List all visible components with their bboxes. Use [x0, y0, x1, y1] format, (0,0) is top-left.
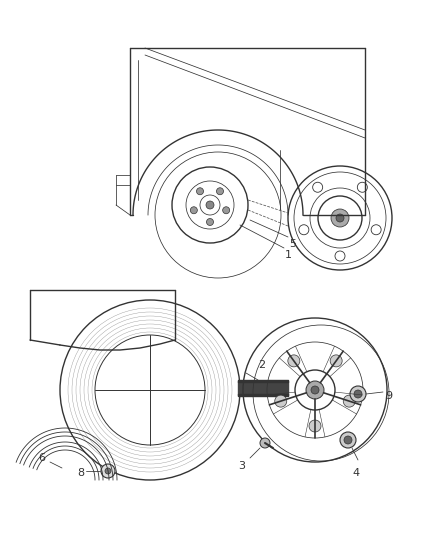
Circle shape	[350, 386, 366, 402]
Circle shape	[309, 420, 321, 432]
Text: 8: 8	[77, 468, 84, 478]
Text: 4: 4	[353, 468, 360, 478]
Circle shape	[311, 386, 319, 394]
Circle shape	[197, 188, 204, 195]
Circle shape	[306, 381, 324, 399]
Circle shape	[335, 251, 345, 261]
Circle shape	[206, 201, 214, 209]
Circle shape	[275, 395, 287, 407]
Circle shape	[105, 468, 111, 474]
Circle shape	[371, 225, 381, 235]
Text: 9: 9	[385, 391, 392, 401]
Circle shape	[357, 182, 367, 192]
Text: 6: 6	[38, 453, 45, 463]
Circle shape	[299, 225, 309, 235]
Circle shape	[206, 219, 213, 225]
Circle shape	[260, 438, 270, 448]
Circle shape	[330, 355, 342, 367]
Circle shape	[288, 355, 300, 367]
Circle shape	[331, 209, 349, 227]
Circle shape	[101, 464, 115, 478]
Circle shape	[354, 390, 362, 398]
Text: 1: 1	[285, 250, 292, 260]
Text: 3: 3	[238, 461, 245, 471]
Circle shape	[313, 182, 323, 192]
Circle shape	[216, 188, 223, 195]
Circle shape	[223, 207, 230, 214]
Circle shape	[340, 432, 356, 448]
Text: 5: 5	[289, 239, 296, 249]
Circle shape	[191, 207, 198, 214]
Circle shape	[343, 395, 355, 407]
Text: 2: 2	[258, 360, 265, 370]
Circle shape	[336, 214, 344, 222]
Circle shape	[344, 436, 352, 444]
